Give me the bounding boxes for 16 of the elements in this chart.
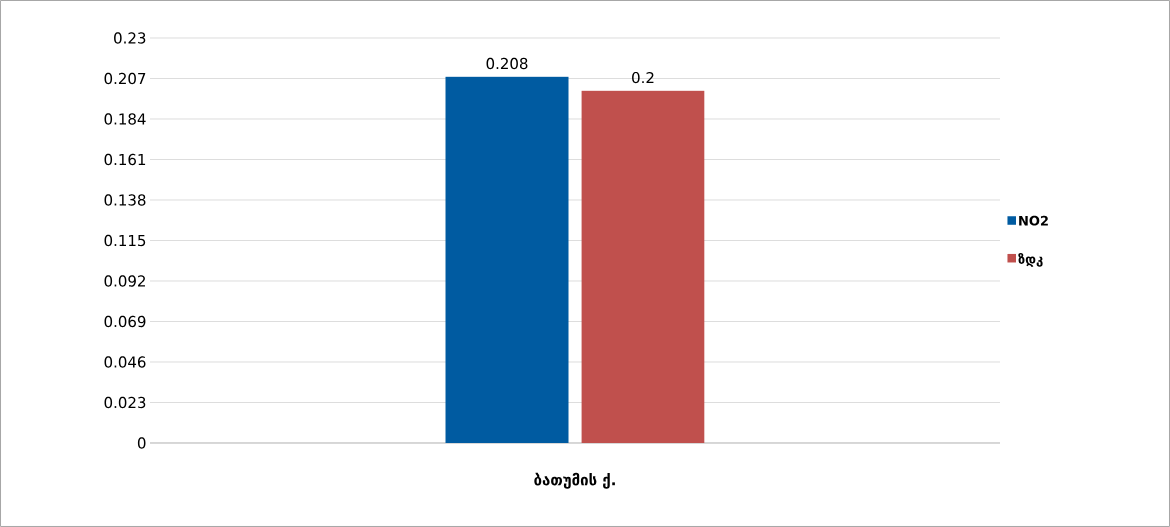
data-label: 0.2	[632, 71, 654, 84]
y-tick-label: 0.092	[104, 275, 145, 287]
y-tick-label: 0.046	[104, 356, 146, 368]
y-tick-label: 0.069	[104, 315, 146, 328]
y-tick-label: 0	[137, 437, 146, 449]
y-tick-label: 0.23	[114, 32, 146, 44]
y-tick-label: 0.161	[104, 153, 146, 166]
data-label: 0.208	[486, 57, 528, 70]
legend-label: NO2	[1019, 215, 1048, 226]
y-tick-label: 0.207	[104, 72, 146, 85]
y-tick-label: 0.184	[104, 113, 146, 125]
y-tick-label: 0.115	[104, 234, 146, 247]
x-tick-label: ბათუმის ქ.	[534, 472, 615, 489]
legend-label: ზდკ	[1018, 252, 1043, 267]
y-tick-label: 0.023	[104, 396, 146, 409]
y-tick-label: 0.138	[104, 194, 146, 206]
